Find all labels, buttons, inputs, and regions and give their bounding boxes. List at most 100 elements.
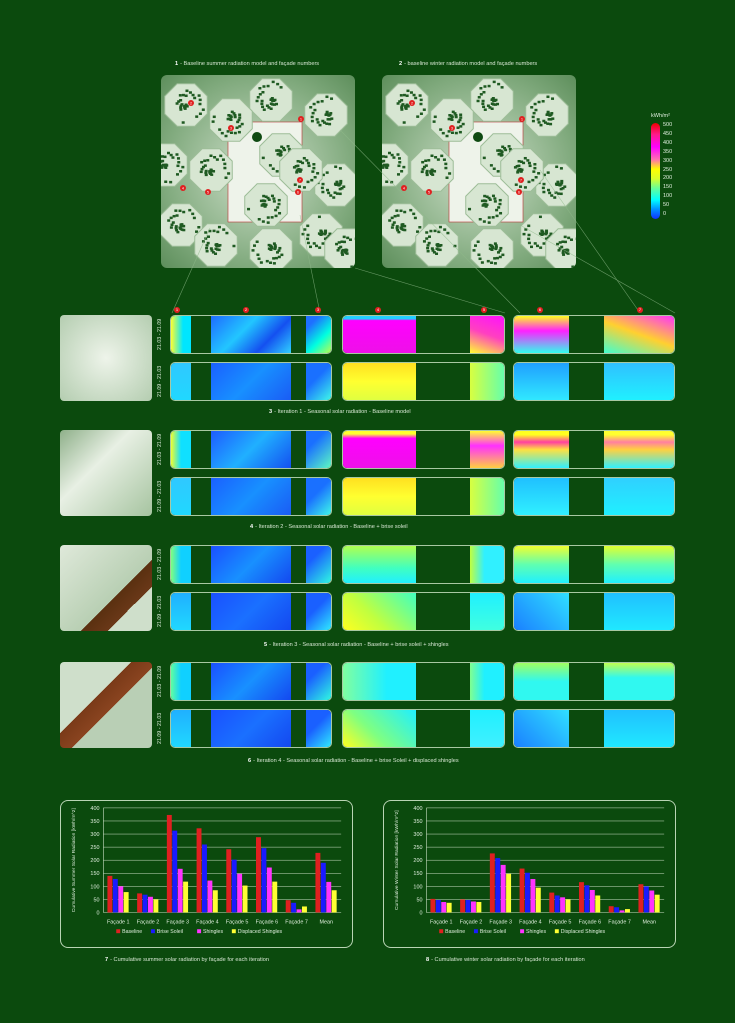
date-range-label: 21.03 - 21.09 — [157, 433, 163, 466]
tree-canopy — [164, 83, 208, 127]
legend-label: Displaced Shingles — [238, 929, 283, 935]
legend-swatch — [197, 929, 202, 934]
svg-text:6: 6 — [518, 190, 520, 194]
facade-heatmap — [604, 593, 674, 630]
facade-heatmap — [514, 546, 569, 583]
bar-displaced-shingles — [153, 899, 159, 913]
legend-label: Shingles — [203, 929, 223, 935]
facade-heatmap — [211, 593, 291, 630]
facade-number-marker — [188, 100, 194, 106]
date-range-label: 21.03 - 21.09 — [157, 548, 163, 581]
radiation-heatmap-winter-group-1 — [170, 709, 332, 748]
tree-canopy — [279, 148, 323, 192]
facade-heatmap — [343, 363, 416, 400]
caption-8: 8- Cumulative winter solar radiation by … — [426, 957, 585, 963]
caption-4: 4- Iteration 2 - Seasonal solar radiatio… — [250, 524, 408, 530]
facade-heatmap — [171, 478, 191, 515]
facade-heatmap — [514, 710, 569, 747]
facade-number-marker — [449, 125, 455, 131]
facade-number-marker — [298, 116, 304, 122]
facade-heatmap — [211, 363, 291, 400]
radiation-heatmap-summer-group-3 — [513, 315, 675, 354]
bar-baseline — [107, 875, 113, 913]
bar-brise-soleil — [495, 858, 501, 913]
bar-shingles — [619, 910, 625, 913]
bar-baseline — [315, 852, 321, 913]
legend-tick: 250 — [663, 166, 673, 173]
facade-heatmap — [470, 316, 504, 353]
facade-heatmap — [306, 363, 331, 400]
bar-shingles — [589, 889, 595, 913]
bar-brise-soleil — [554, 895, 560, 913]
facade-heatmap — [343, 663, 416, 700]
bar-shingles — [177, 868, 183, 913]
facade-heatmap — [171, 710, 191, 747]
date-range-label: 21.03 - 21.09 — [157, 318, 163, 351]
radiation-heatmap-summer-group-2 — [342, 430, 505, 469]
tree-canopy — [194, 223, 238, 267]
legend-label: Displaced Shingles — [561, 929, 606, 935]
color-scale-bar — [651, 123, 660, 219]
svg-text:3: 3 — [451, 126, 453, 130]
legend-swatch — [473, 929, 478, 934]
tree-canopy — [430, 98, 474, 142]
radiation-heatmap-winter-group-2 — [342, 709, 505, 748]
radiation-heatmap-summer-group-3 — [513, 430, 675, 469]
svg-text:6: 6 — [297, 190, 299, 194]
legend-tick: 300 — [663, 157, 673, 164]
bar-brise-soleil — [112, 879, 118, 913]
tree-canopy — [161, 143, 188, 187]
radiation-heatmap-winter-group-1 — [170, 477, 332, 516]
bar-baseline — [638, 884, 644, 913]
facade-heatmap — [470, 710, 504, 747]
facade-heatmap — [604, 546, 674, 583]
bar-shingles — [266, 867, 272, 913]
facade-heatmap — [171, 593, 191, 630]
y-tick-label: 100 — [413, 884, 422, 890]
bar-baseline — [226, 849, 232, 913]
bar-shingles — [500, 864, 506, 913]
legend-swatch — [520, 929, 525, 934]
legend-label: Brise Soleil — [480, 929, 506, 935]
facade-number-marker: 3 — [315, 307, 321, 313]
facade-number-marker: 6 — [537, 307, 543, 313]
date-range-label: 21.09 - 21.03 — [157, 595, 163, 628]
legend-swatch — [150, 929, 155, 934]
bar-baseline — [430, 898, 436, 913]
bar-shingles — [560, 897, 566, 913]
x-tick-label: Façade 5 — [549, 919, 572, 925]
radiation-heatmap-winter-group-2 — [342, 362, 505, 401]
date-range-label: 21.09 - 21.03 — [157, 480, 163, 513]
bar-baseline — [519, 868, 525, 913]
y-tick-label: 300 — [413, 832, 422, 838]
svg-text:1: 1 — [300, 117, 302, 121]
facade-number-marker: 2 — [243, 307, 249, 313]
bar-baseline — [489, 853, 495, 913]
tree-canopy — [470, 78, 514, 122]
facade-heatmap — [343, 593, 416, 630]
bar-shingles — [237, 873, 243, 913]
tree-canopy — [189, 148, 233, 192]
facade-heatmap — [306, 593, 331, 630]
y-tick-label: 0 — [96, 910, 99, 916]
facade-heatmap — [343, 316, 416, 353]
radiation-heatmap-summer-group-2 — [342, 545, 505, 584]
bar-shingles — [326, 881, 332, 913]
facade-number-marker — [205, 189, 211, 195]
bar-baseline — [579, 882, 584, 913]
x-tick-label: Façade 3 — [166, 919, 189, 925]
color-scale-legend: kWh/m² 500 450 400 350 300 250 200 150 100 50 0 — [651, 113, 673, 219]
facade-heatmap — [470, 478, 504, 515]
facade-number-marker: 1 — [174, 307, 180, 313]
summer-radiation-model: 1 2 3 4 5 6 7 — [161, 75, 355, 268]
bar-brise-soleil — [435, 899, 441, 913]
x-tick-label: Façade 6 — [256, 919, 279, 925]
facade-heatmap — [604, 363, 674, 400]
radiation-heatmap-winter-group-3 — [513, 709, 675, 748]
tree-canopy — [304, 93, 348, 137]
y-tick-label: 50 — [93, 897, 99, 903]
svg-text:7: 7 — [520, 178, 522, 182]
bar-displaced-shingles — [242, 885, 248, 913]
svg-text:7: 7 — [299, 178, 301, 182]
bar-displaced-shingles — [506, 873, 512, 913]
